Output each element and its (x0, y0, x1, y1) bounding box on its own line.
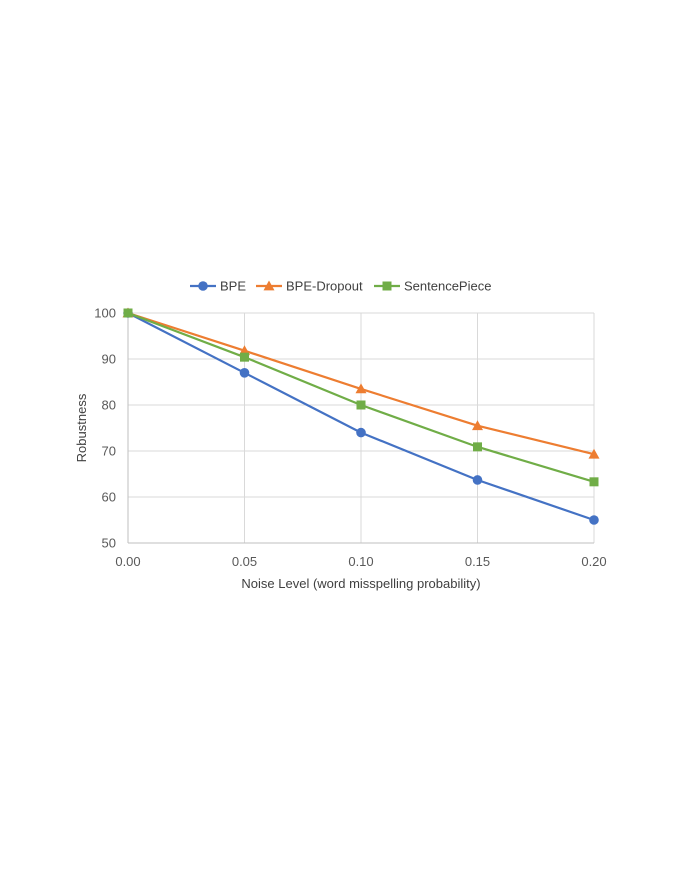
y-tick-label: 70 (102, 444, 116, 459)
legend: BPE BPE-Dropout SentencePiece (190, 279, 491, 294)
legend-label-sentencepiece: SentencePiece (404, 279, 491, 294)
data-point-bpe (356, 427, 366, 438)
x-tick-label: 0.10 (348, 554, 373, 569)
data-point-bpe-dropout (355, 383, 367, 394)
data-point-bpe (472, 475, 483, 485)
x-axis-title: Noise Level (word misspelling probabilit… (241, 576, 480, 591)
data-point-bpe-dropout (472, 420, 483, 431)
y-tick-label: 100 (94, 306, 116, 321)
data-point-bpe-dropout (588, 448, 600, 459)
series-lines (122, 307, 600, 525)
legend-marker-bpe-dropout (263, 280, 275, 291)
y-axis-title: Robustness (74, 393, 89, 462)
data-point-sentencepiece (123, 308, 133, 318)
x-tick-label: 0.05 (232, 554, 257, 569)
legend-label-bpe-dropout: BPE-Dropout (286, 279, 363, 294)
y-tick-label: 90 (102, 352, 116, 367)
y-tick-label: 60 (102, 490, 116, 505)
legend-label-bpe: BPE (220, 279, 246, 294)
data-point-sentencepiece (240, 352, 249, 362)
data-point-bpe (239, 368, 250, 378)
x-tick-label: 0.20 (581, 554, 606, 569)
legend-marker-sentencepiece (382, 281, 392, 291)
data-point-bpe (589, 515, 599, 525)
data-point-sentencepiece (589, 477, 599, 487)
legend-marker-bpe (198, 281, 208, 291)
x-tick-label: 0.15 (465, 554, 490, 569)
x-tick-label: 0.00 (115, 554, 140, 569)
y-tick-label: 50 (102, 536, 116, 551)
data-point-bpe-dropout (239, 345, 250, 356)
axes: 50 60 70 80 90 100 0.00 0.05 0.10 0.15 0.20 (94, 306, 606, 570)
y-tick-label: 80 (102, 398, 116, 413)
data-point-sentencepiece (473, 442, 482, 452)
data-point-sentencepiece (356, 400, 366, 410)
